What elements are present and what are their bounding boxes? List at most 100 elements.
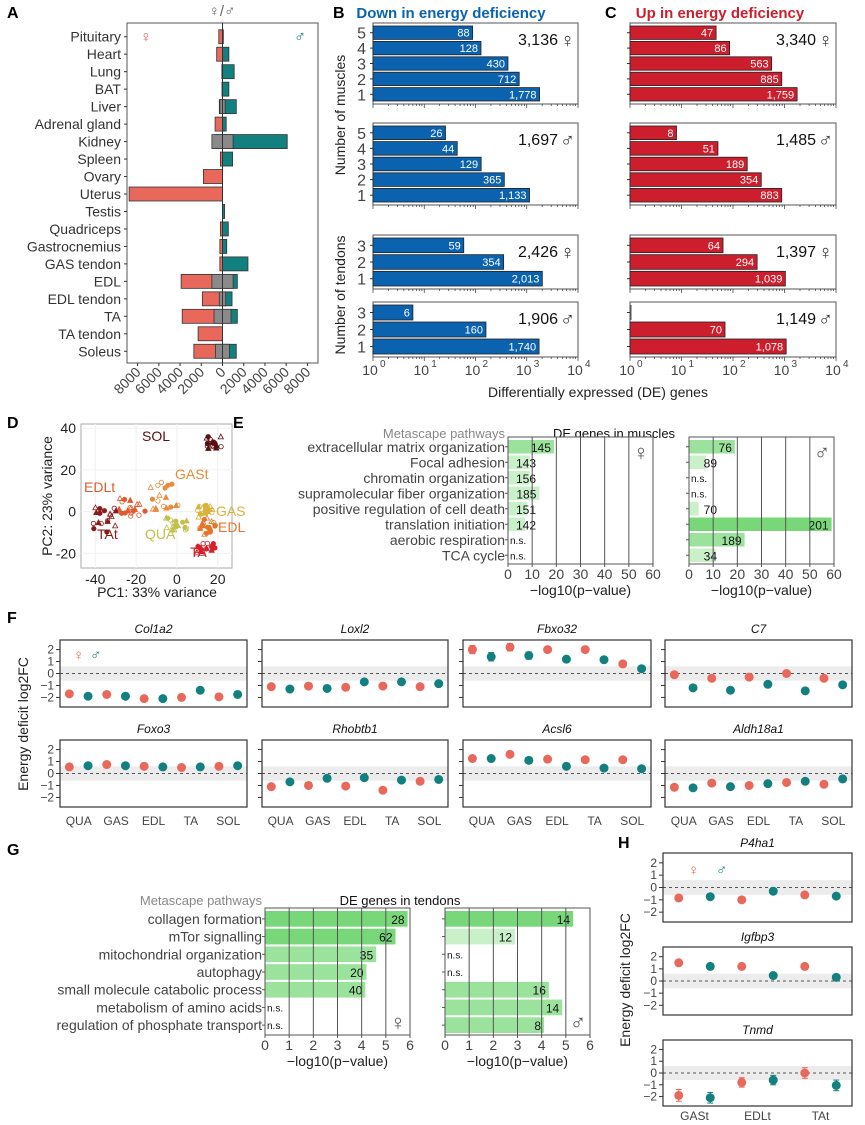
male-symbol: ♂ (818, 309, 833, 331)
data-point (201, 530, 208, 537)
x-tick-label: 10 (413, 362, 429, 378)
y-tick-label: 40 (60, 420, 76, 436)
significance-band (463, 766, 651, 781)
y-tick-label: 0 (68, 504, 76, 520)
gene-count-label: 143 (516, 456, 536, 470)
data-point (162, 493, 170, 500)
cluster-tat (90, 504, 120, 535)
x-axis-label: −log10(p−value) (287, 1053, 388, 1069)
bar-value-label: 1,039 (755, 274, 783, 286)
x-tick-label: 60 (826, 566, 842, 582)
x-axis-label: −log10(p−value) (530, 582, 631, 598)
bar (445, 911, 574, 927)
bar-value-label: 712 (498, 74, 516, 86)
bar-value-label: 129 (460, 159, 478, 171)
data-point (155, 498, 161, 504)
y-tick-label: −2 (643, 1090, 657, 1104)
x-tick-label: EDLt (744, 1109, 771, 1123)
female-legend-symbol: ♀ (688, 862, 699, 879)
tissue-label: Pituitary (70, 29, 121, 45)
x-tick-label: 10 (567, 362, 583, 378)
tissue-label: Liver (91, 99, 122, 115)
bar-value-label: 1,778 (509, 89, 537, 101)
facet-frame (261, 639, 449, 708)
bar (629, 156, 748, 172)
y-tick-label: 1 (47, 655, 54, 669)
data-point-female (378, 681, 388, 691)
gene-count-label: 142 (516, 518, 536, 532)
data-point-female (737, 1077, 747, 1087)
data-point (205, 444, 212, 451)
data-point (93, 509, 100, 516)
data-point-male (800, 686, 810, 696)
y-tick-label: 0 (47, 667, 54, 681)
x-tick-label: 3 (514, 1037, 522, 1053)
data-point-male (486, 652, 496, 662)
x-tick-label: 2 (309, 1037, 317, 1053)
bar (265, 946, 377, 963)
bar-value-label: 563 (750, 59, 768, 71)
facet-tendons-male: 70 1,078 1,149 ♂ (627, 301, 837, 361)
data-point-female (744, 780, 754, 790)
panel-g: Metascape pathways DE genes in tendons col… (57, 893, 595, 1069)
not-significant-label: n.s. (691, 474, 707, 485)
facet-p4ha1: P4ha1 210−1−2 (643, 836, 853, 923)
facet-igfbp3: Igfbp3 210−1−2 (643, 930, 853, 1016)
x-tick-label: 10 (362, 362, 378, 378)
data-point (184, 526, 190, 532)
bar-male (222, 256, 249, 272)
bar-value-label: 1,078 (756, 342, 784, 354)
bar (372, 141, 458, 156)
bar-value-label: 365 (483, 175, 501, 187)
gene-title: Acsl6 (541, 722, 572, 736)
x-tick-label: QUA (66, 814, 92, 828)
x-tick-label: 0 (441, 1037, 449, 1053)
data-point-male (83, 691, 93, 701)
data-point-female (467, 645, 477, 655)
data-point-female (378, 785, 388, 795)
x-tick-label: 10 (722, 362, 738, 378)
bar (372, 56, 509, 71)
x-tick-exponent: 1 (689, 359, 695, 370)
gene-count-label: 145 (531, 441, 551, 455)
bar-value-label: 189 (726, 159, 744, 171)
pathway-label: positive regulation of cell death (313, 501, 505, 517)
pathway-label: aerobic respiration (390, 532, 505, 548)
bar (372, 41, 482, 56)
data-point (209, 543, 215, 549)
y-tick-label: 2 (357, 173, 366, 190)
significance-band (663, 973, 852, 989)
data-point (174, 522, 182, 529)
panel-label-f: F (7, 610, 17, 627)
female-symbol: ♀ (390, 1010, 407, 1035)
male-legend-symbol: ♂ (716, 862, 727, 879)
bar (629, 237, 724, 254)
cluster-gas (195, 502, 216, 520)
x-tick-label: 6 (586, 1037, 594, 1053)
total-count: 1,149 (776, 311, 816, 328)
facet-frame (662, 852, 853, 923)
data-point-female (139, 761, 149, 771)
data-point (127, 504, 133, 511)
data-point-male (158, 694, 168, 704)
bar (372, 87, 540, 102)
data-point (179, 519, 186, 525)
x-tick-label: 20 (549, 566, 565, 582)
data-point-male (561, 761, 571, 771)
data-point-female (819, 779, 829, 789)
x-tick-label: -40 (85, 571, 105, 587)
data-point-female (744, 672, 754, 682)
bar (508, 471, 530, 485)
tissue-label: Kidney (78, 134, 121, 150)
x-tick-label: 50 (621, 566, 637, 582)
y-axis-label: Energy deficit log2FC (617, 913, 633, 1047)
data-point-male (838, 774, 848, 784)
data-point-male (285, 777, 295, 787)
data-point (126, 496, 134, 503)
bar-value-label: 1,759 (767, 89, 795, 101)
female-symbol: ♀ (560, 242, 575, 264)
bar (372, 172, 505, 187)
